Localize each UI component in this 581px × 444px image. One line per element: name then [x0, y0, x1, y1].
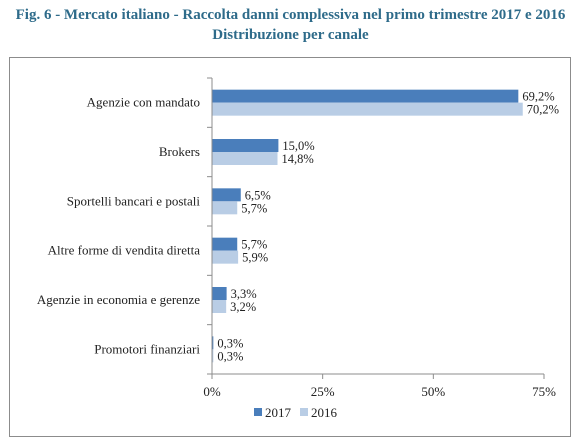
data-label: 5,7% — [241, 201, 267, 215]
data-label: 3,3% — [231, 287, 257, 301]
bar-2016 — [212, 152, 278, 165]
chart-frame — [9, 57, 571, 437]
x-tick-label: 50% — [421, 384, 445, 399]
category-label: Agenzie in economia e gerenze — [37, 292, 200, 307]
bar-2016 — [212, 300, 227, 313]
bar-2017 — [212, 237, 238, 251]
x-tick-label: 25% — [311, 384, 335, 399]
bar-2017 — [212, 336, 214, 350]
bar-2016 — [212, 250, 239, 264]
chart-subtitle: Distribuzione per canale — [212, 27, 369, 43]
category-label: Brokers — [159, 144, 200, 159]
bar-2017 — [212, 188, 241, 202]
data-label: 70,2% — [527, 103, 559, 117]
x-tick-label: 0% — [203, 384, 221, 399]
data-label: 69,2% — [522, 90, 554, 104]
data-label: 0,3% — [217, 336, 243, 350]
legend-label-2017: 2017 — [265, 405, 292, 420]
bar-2016 — [212, 102, 523, 116]
category-label: Promotori finanziari — [94, 341, 200, 356]
chart-title: Fig. 6 - Mercato italiano - Raccolta dan… — [15, 7, 566, 23]
legend-swatch-2016 — [300, 408, 308, 416]
data-label: 14,8% — [282, 152, 314, 166]
bar-2017 — [212, 287, 227, 300]
category-label: Altre forme di vendita diretta — [48, 243, 201, 258]
data-label: 15,0% — [282, 139, 314, 153]
category-label: Sportelli bancari e postali — [67, 193, 201, 208]
data-label: 5,9% — [242, 251, 268, 265]
legend-swatch-2017 — [254, 408, 262, 416]
legend-label-2016: 2016 — [311, 405, 338, 420]
bar-2016 — [212, 349, 214, 363]
data-label: 0,3% — [217, 349, 243, 363]
data-label: 5,7% — [241, 238, 267, 252]
bar-2017 — [212, 139, 279, 152]
category-label: Agenzie con mandato — [87, 95, 200, 110]
bar-2017 — [212, 89, 519, 103]
data-label: 6,5% — [245, 188, 271, 202]
bar-2016 — [212, 201, 238, 215]
x-tick-label: 75% — [532, 384, 556, 399]
data-label: 3,2% — [230, 300, 256, 314]
